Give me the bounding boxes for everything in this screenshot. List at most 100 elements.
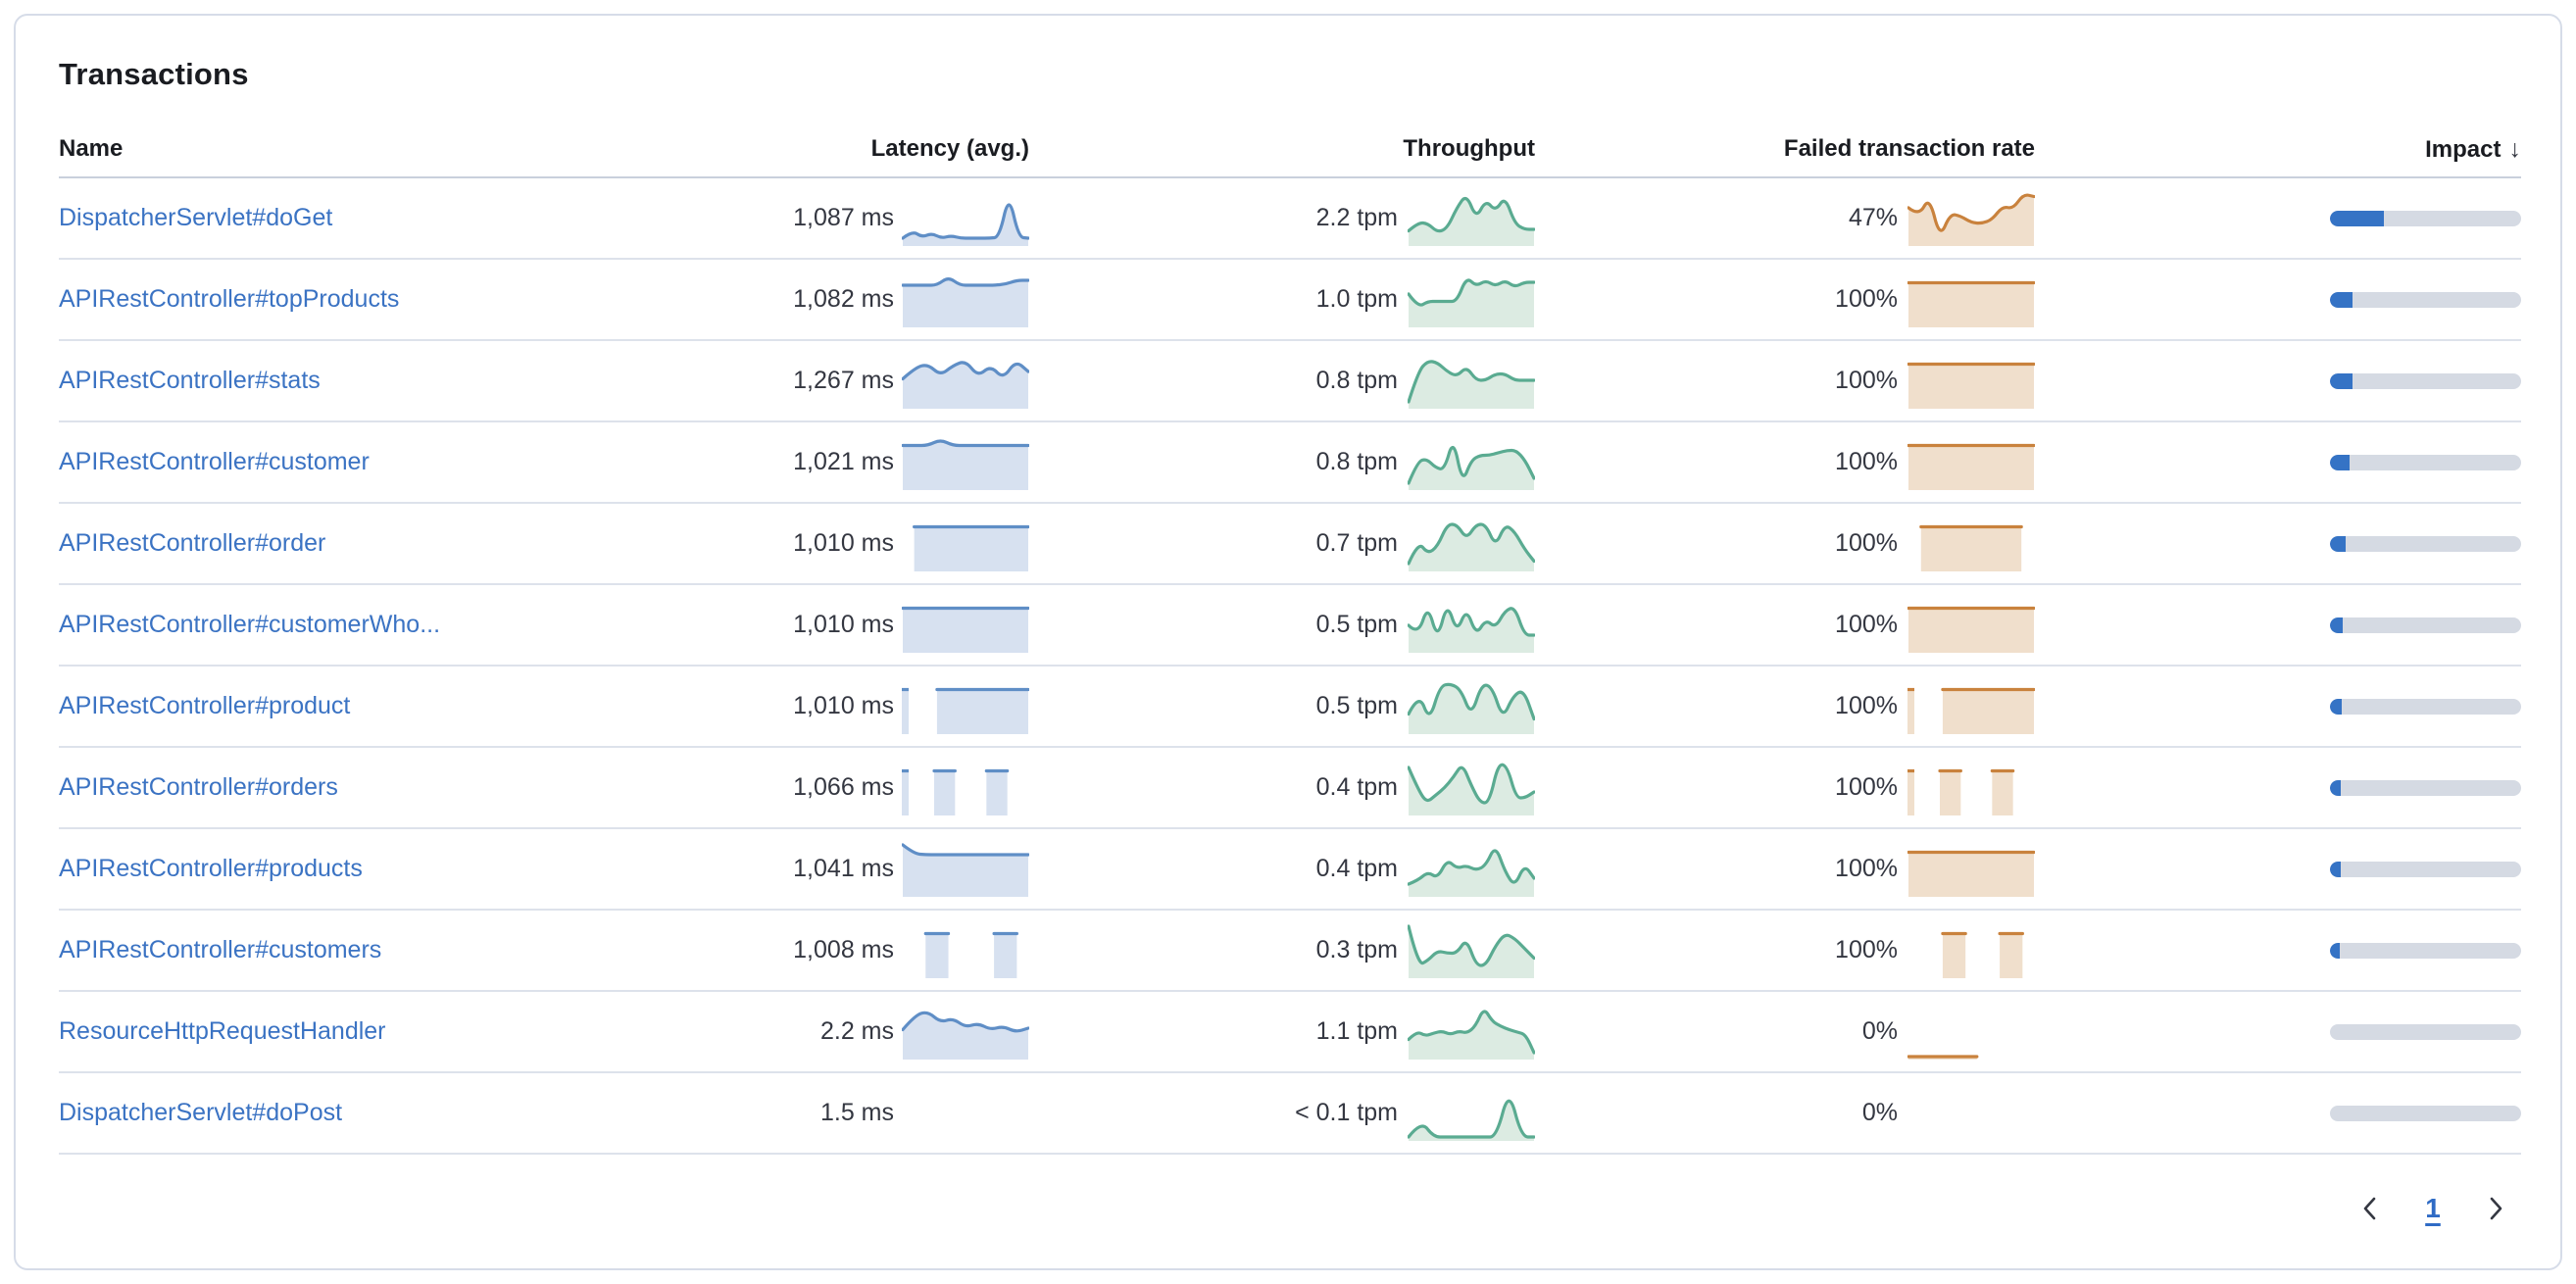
latency-sparkline — [902, 687, 1029, 734]
latency-sparkline — [902, 276, 1029, 327]
impact-cell — [2035, 372, 2521, 389]
transaction-link[interactable]: APIRestController#topProducts — [59, 285, 400, 313]
latency-spark-cell — [894, 1086, 1029, 1141]
impact-cell — [2035, 291, 2521, 308]
latency-value: 2.2 ms — [819, 1017, 894, 1045]
name-cell: APIRestController#order — [59, 529, 686, 558]
transaction-link[interactable]: APIRestController#order — [59, 529, 326, 557]
throughput-spark-cell — [1398, 842, 1535, 897]
name-cell: APIRestController#customers — [59, 936, 686, 964]
name-cell: APIRestController#product — [59, 692, 686, 720]
failed-rate-value: 100% — [1835, 936, 1898, 963]
latency-spark-cell — [894, 435, 1029, 490]
latency-value: 1,087 ms — [793, 204, 894, 231]
impact-cell — [2035, 617, 2521, 633]
failed-rate-spark-cell — [1898, 354, 2035, 409]
column-header-failed-rate[interactable]: Failed transaction rate — [1783, 135, 2035, 162]
impact-bar-fill — [2330, 861, 2341, 877]
impact-bar — [2330, 942, 2521, 959]
impact-bar — [2330, 861, 2521, 877]
failed-rate-sparkline — [1941, 931, 2024, 978]
throughput-spark-cell — [1398, 1086, 1535, 1141]
failed-rate-spark-cell — [1898, 1005, 2035, 1060]
impact-bar — [2330, 698, 2521, 715]
failed-rate-spark-cell — [1898, 435, 2035, 490]
latency-sparkline — [902, 438, 1029, 490]
impact-bar — [2330, 1105, 2521, 1121]
failed-rate-sparkline — [1907, 443, 2035, 490]
latency-sparkline — [902, 202, 1029, 246]
transaction-link[interactable]: APIRestController#customers — [59, 936, 382, 963]
column-header-impact[interactable]: Impact ↓ — [2035, 135, 2521, 164]
throughput-spark-cell — [1398, 191, 1535, 246]
name-cell: APIRestController#stats — [59, 367, 686, 395]
impact-cell — [2035, 942, 2521, 959]
throughput-value: 0.4 tpm — [1315, 855, 1398, 882]
failed-rate-sparkline — [1907, 687, 2035, 734]
column-header-latency[interactable]: Latency (avg.) — [870, 135, 1029, 162]
throughput-sparkline — [1408, 277, 1535, 327]
latency-spark-cell — [894, 354, 1029, 409]
latency-sparkline — [902, 606, 1029, 653]
impact-bar-fill — [2330, 210, 2384, 226]
failed-rate-value: 0% — [1861, 1017, 1898, 1045]
failed-rate-sparkline — [1907, 362, 2035, 409]
table-body: DispatcherServlet#doGet 1,087 ms 2.2 tpm 47… — [59, 178, 2521, 1155]
table-row: DispatcherServlet#doGet 1,087 ms 2.2 tpm 47… — [59, 178, 2521, 260]
transaction-link[interactable]: APIRestController#stats — [59, 367, 321, 394]
throughput-value: 0.7 tpm — [1315, 529, 1398, 557]
impact-cell — [2035, 861, 2521, 877]
failed-rate-value: 47% — [1848, 204, 1898, 231]
impact-cell — [2035, 779, 2521, 796]
failed-rate-value: 100% — [1835, 855, 1898, 882]
name-cell: DispatcherServlet#doGet — [59, 204, 686, 232]
transaction-link[interactable]: APIRestController#products — [59, 855, 363, 882]
throughput-spark-cell — [1398, 435, 1535, 490]
throughput-value: 0.8 tpm — [1315, 448, 1398, 475]
latency-spark-cell — [894, 191, 1029, 246]
page-1-button[interactable]: 1 — [2411, 1187, 2454, 1230]
latency-spark-cell — [894, 517, 1029, 571]
throughput-sparkline — [1408, 521, 1535, 571]
latency-spark-cell — [894, 679, 1029, 734]
previous-page-button[interactable] — [2349, 1187, 2392, 1230]
sort-descending-icon: ↓ — [2508, 134, 2522, 163]
transaction-link[interactable]: APIRestController#orders — [59, 773, 338, 801]
table-row: APIRestController#stats 1,267 ms 0.8 tpm 10… — [59, 341, 2521, 422]
failed-rate-value: 0% — [1861, 1099, 1898, 1126]
name-cell: APIRestController#products — [59, 855, 686, 883]
column-header-throughput[interactable]: Throughput — [1403, 135, 1535, 162]
page-title: Transactions — [59, 57, 249, 91]
throughput-sparkline — [1408, 1009, 1535, 1060]
next-page-button[interactable] — [2474, 1187, 2517, 1230]
failed-rate-spark-cell — [1898, 761, 2035, 815]
table-row: ResourceHttpRequestHandler 2.2 ms 1.1 tpm 0… — [59, 992, 2521, 1073]
transaction-link[interactable]: APIRestController#customer — [59, 448, 370, 475]
throughput-value: 1.0 tpm — [1315, 285, 1398, 313]
latency-spark-cell — [894, 272, 1029, 327]
impact-bar-fill — [2330, 291, 2353, 308]
throughput-value: 0.8 tpm — [1315, 367, 1398, 394]
transaction-link[interactable]: DispatcherServlet#doGet — [59, 204, 333, 231]
latency-value: 1.5 ms — [819, 1099, 894, 1126]
table-row: APIRestController#topProducts 1,082 ms 1.0… — [59, 260, 2521, 341]
throughput-spark-cell — [1398, 598, 1535, 653]
name-cell: APIRestController#customerWho... — [59, 611, 686, 639]
failed-rate-sparkline — [1907, 850, 2035, 897]
transaction-link[interactable]: ResourceHttpRequestHandler — [59, 1017, 386, 1045]
table-row: APIRestController#customerWho... 1,010 ms… — [59, 585, 2521, 667]
transaction-link[interactable]: APIRestController#product — [59, 692, 351, 719]
failed-rate-value: 100% — [1835, 692, 1898, 719]
name-cell: ResourceHttpRequestHandler — [59, 1017, 686, 1046]
pagination: 1 — [59, 1178, 2517, 1239]
impact-bar — [2330, 291, 2521, 308]
latency-sparkline — [902, 842, 1029, 897]
transaction-link[interactable]: APIRestController#customerWho... — [59, 611, 441, 638]
throughput-sparkline — [1408, 848, 1535, 897]
name-cell: APIRestController#orders — [59, 773, 686, 802]
failed-rate-sparkline — [1907, 1054, 1979, 1060]
throughput-value: 2.2 tpm — [1315, 204, 1398, 231]
transaction-link[interactable]: DispatcherServlet#doPost — [59, 1099, 343, 1126]
latency-value: 1,021 ms — [793, 448, 894, 475]
latency-value: 1,267 ms — [793, 367, 894, 394]
